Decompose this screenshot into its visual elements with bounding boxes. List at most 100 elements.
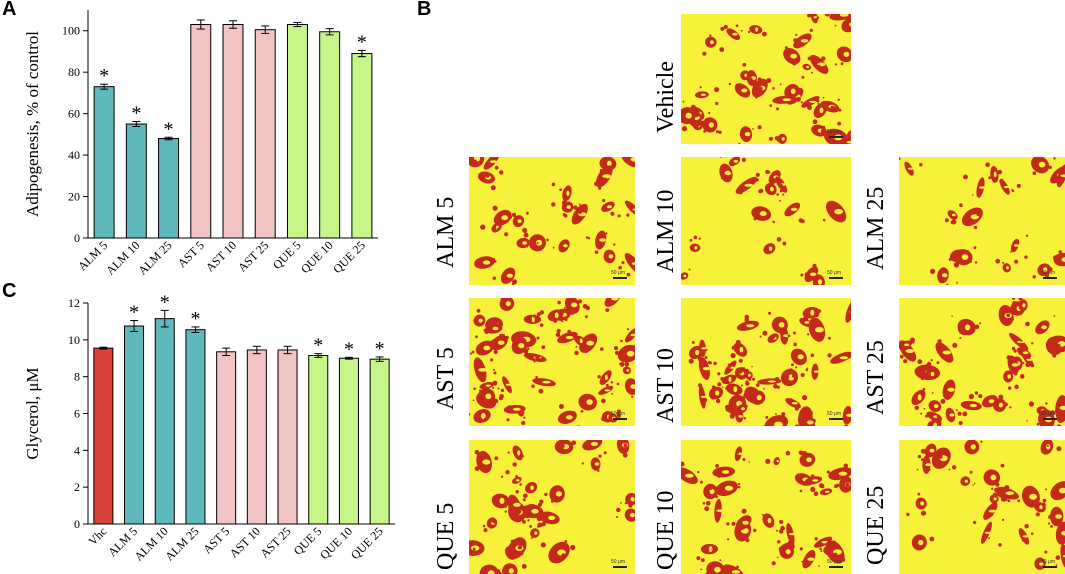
significance-marker: * (190, 308, 200, 330)
y-tick-label: 2 (74, 480, 80, 494)
image-label-ast-25: AST 25 (863, 340, 889, 415)
image-label-ast-5: AST 5 (433, 347, 459, 410)
x-tick-label: QUE 25 (348, 524, 386, 562)
y-axis-title: Glycerol, μM (23, 367, 42, 459)
stained-cells (899, 298, 1065, 426)
bar-alm-5 (124, 325, 145, 525)
scale-bar-label: 50 μm (611, 270, 625, 276)
bar-ast-10 (246, 349, 267, 525)
stained-cells (469, 298, 635, 426)
bar-ast-5 (216, 351, 237, 525)
scale-bar (1043, 277, 1057, 279)
scale-bar (1043, 566, 1057, 568)
scale-bar-label: 50 μm (1041, 559, 1055, 565)
stained-cells (681, 14, 851, 144)
y-tick-label: 100 (62, 24, 80, 38)
bar-que-25 (351, 53, 373, 239)
scale-bar (829, 136, 843, 138)
y-tick-label: 8 (74, 370, 80, 384)
bar-que-25 (369, 358, 390, 525)
y-tick-label: 60 (68, 107, 80, 121)
bar-ast-10 (222, 24, 244, 239)
scale-bar-label: 50 μm (1041, 411, 1055, 417)
bar-alm-10 (154, 318, 175, 525)
y-tick-label: 0 (74, 231, 80, 245)
y-tick-label: 0 (74, 517, 80, 531)
micrograph-que-5: 50 μm (469, 440, 635, 574)
image-label-vehicle: Vehicle (653, 61, 679, 133)
y-tick-label: 80 (68, 65, 80, 79)
bar-que-5 (286, 24, 308, 239)
scale-bar-label: 50 μm (827, 270, 841, 276)
significance-marker: * (129, 301, 139, 323)
y-tick-label: 40 (68, 148, 80, 162)
significance-marker: * (357, 31, 367, 53)
micrograph-vehicle: 50 μm (681, 14, 851, 144)
stained-cells (681, 446, 851, 574)
panel-label-b: B (417, 0, 432, 20)
x-tick-label: QUE 10 (298, 238, 336, 276)
image-label-alm-5: ALM 5 (433, 196, 459, 268)
micrograph-alm-25: 50 μm (899, 157, 1065, 285)
scale-bar (829, 566, 843, 568)
x-tick-label: ALM 10 (103, 238, 142, 277)
image-label-ast-10: AST 10 (653, 348, 679, 423)
stained-cells (469, 440, 635, 574)
bar-ast-25 (277, 349, 298, 525)
scale-bar-label: 50 μm (611, 411, 625, 417)
significance-marker: * (164, 118, 174, 140)
image-label-que-10: QUE 10 (653, 490, 679, 570)
x-tick-label: ALM 25 (135, 238, 174, 277)
significance-marker: * (375, 338, 385, 360)
bar-alm-5 (93, 86, 115, 239)
stained-cells (906, 440, 1065, 570)
image-label-alm-10: ALM 10 (653, 189, 679, 273)
scale-bar-label: 50 μm (827, 411, 841, 417)
y-axis-title: Adipogenesis, % of control (23, 31, 42, 217)
x-tick-label: AST 10 (227, 524, 263, 560)
significance-marker: * (160, 291, 170, 313)
x-tick-label: AST 5 (175, 238, 207, 270)
scale-bar (829, 418, 843, 420)
x-tick-label: ALM 25 (162, 524, 201, 563)
bar-alm-25 (158, 138, 180, 239)
significance-marker: * (344, 338, 354, 360)
stained-cells (899, 157, 1065, 285)
scale-bar-label: 50 μm (1041, 270, 1055, 276)
scale-bar-label: 50 μm (611, 559, 625, 565)
stained-cells (688, 300, 851, 426)
micrograph-ast-25: 50 μm (899, 298, 1065, 426)
panel-label-c: C (2, 280, 17, 302)
panel-label-a: A (2, 0, 17, 20)
y-tick-label: 10 (68, 333, 80, 347)
bar-ast-5 (190, 24, 212, 239)
stained-cells (681, 157, 847, 285)
x-tick-label: Vhc (85, 524, 109, 548)
scale-bar (1043, 418, 1057, 420)
micrograph-ast-10: 50 μm (681, 298, 851, 426)
bar-alm-10 (125, 123, 147, 239)
chart-a-adipogenesis: 0 20 40 60 80 100 Adipogenesis, % of control * A… (23, 10, 378, 278)
x-tick-label: AST 10 (203, 238, 239, 274)
x-tick-label: AST 25 (257, 524, 293, 560)
significance-marker: * (99, 65, 109, 87)
micrograph-que-10: 50 μm (681, 440, 851, 574)
micrograph-alm-5: 50 μm (469, 157, 635, 285)
scale-bar-label: 50 μm (827, 129, 841, 135)
scale-bar (613, 277, 627, 279)
y-tick-label: 6 (74, 407, 80, 421)
y-tick-label: 20 (68, 190, 80, 204)
significance-marker: * (313, 335, 323, 357)
scale-bar (613, 566, 627, 568)
y-tick-label: 12 (68, 296, 80, 310)
bar-que-10 (319, 31, 341, 239)
bar-que-5 (308, 354, 329, 525)
scale-bar-label: 50 μm (827, 559, 841, 565)
micrograph-alm-10: 50 μm (681, 157, 851, 285)
micrograph-ast-5: 50 μm (469, 298, 635, 426)
x-tick-label: QUE 25 (330, 238, 368, 276)
scale-bar (829, 277, 843, 279)
image-label-que-25: QUE 25 (863, 485, 889, 565)
image-label-que-5: QUE 5 (433, 502, 459, 570)
